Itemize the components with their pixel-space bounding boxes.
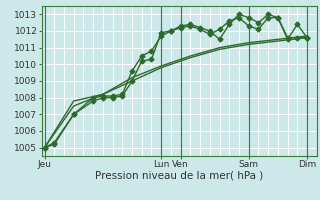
X-axis label: Pression niveau de la mer( hPa ): Pression niveau de la mer( hPa ) <box>95 171 263 181</box>
